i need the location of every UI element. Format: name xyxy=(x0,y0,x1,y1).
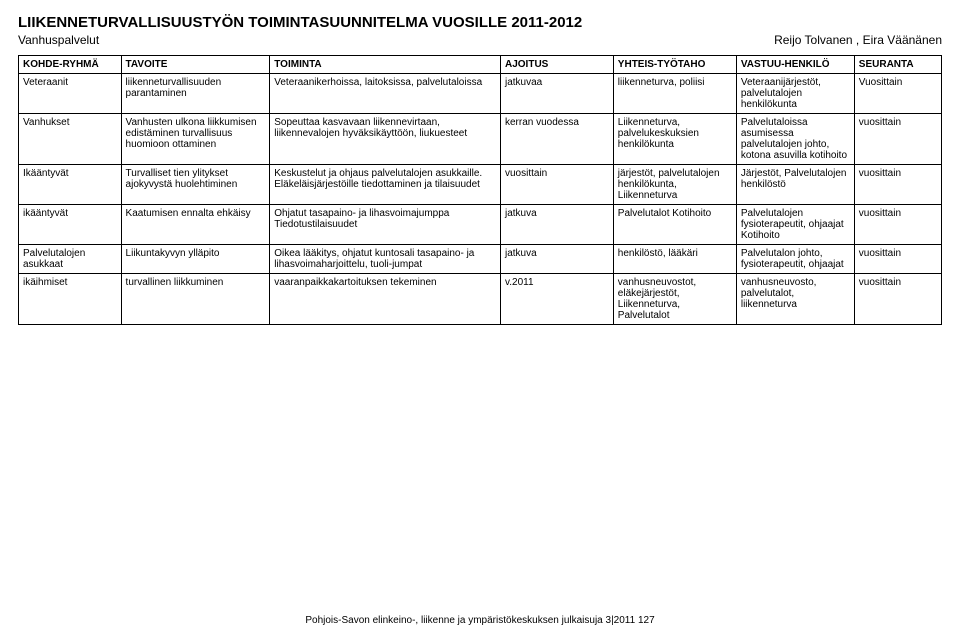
table-cell: Sopeuttaa kasvavaan liikennevirtaan, lii… xyxy=(270,114,501,165)
col-header: AJOITUS xyxy=(501,56,614,74)
table-cell: jatkuva xyxy=(501,245,614,274)
table-header-row: KOHDE-RYHMÄ TAVOITE TOIMINTA AJOITUS YHT… xyxy=(19,56,942,74)
table-cell: Järjestöt, Palvelutalojen henkilöstö xyxy=(736,165,854,205)
table-cell: henkilöstö, lääkäri xyxy=(613,245,736,274)
table-cell: Palvelutalon johto, fysioterapeutit, ohj… xyxy=(736,245,854,274)
table-row: Palvelutalojen asukkaatLiikuntakyvyn yll… xyxy=(19,245,942,274)
table-row: VanhuksetVanhusten ulkona liikkumisen ed… xyxy=(19,114,942,165)
table-row: IkääntyvätTurvalliset tien ylitykset ajo… xyxy=(19,165,942,205)
col-header: YHTEIS-TYÖTAHO xyxy=(613,56,736,74)
subtitle-left: Vanhuspalvelut xyxy=(18,33,99,47)
table-cell: jatkuva xyxy=(501,205,614,245)
table-cell: ikääntyvät xyxy=(19,205,122,245)
table-cell: Liikuntakyvyn ylläpito xyxy=(121,245,270,274)
table-cell: Veteraanikerhoissa, laitoksissa, palvelu… xyxy=(270,74,501,114)
table-cell: vanhusneuvosto, palvelutalot, liikennetu… xyxy=(736,274,854,325)
table-cell: Palvelutalojen fysioterapeutit, ohjaajat… xyxy=(736,205,854,245)
page-title: LIIKENNETURVALLISUUSTYÖN TOIMINTASUUNNIT… xyxy=(18,14,942,31)
table-cell: Ikääntyvät xyxy=(19,165,122,205)
table-row: ikääntyvätKaatumisen ennalta ehkäisyOhja… xyxy=(19,205,942,245)
col-header: TOIMINTA xyxy=(270,56,501,74)
table-cell: liikenneturva, poliisi xyxy=(613,74,736,114)
col-header: TAVOITE xyxy=(121,56,270,74)
table-cell: vuosittain xyxy=(854,205,941,245)
page-footer: Pohjois-Savon elinkeino-, liikenne ja ym… xyxy=(0,615,960,626)
table-cell: Keskustelut ja ohjaus palvelutalojen asu… xyxy=(270,165,501,205)
table-cell: vuosittain xyxy=(854,165,941,205)
table-cell: v.2011 xyxy=(501,274,614,325)
table-cell: Kaatumisen ennalta ehkäisy xyxy=(121,205,270,245)
col-header: SEURANTA xyxy=(854,56,941,74)
table-row: ikäihmisetturvallinen liikkuminenvaaranp… xyxy=(19,274,942,325)
table-cell: turvallinen liikkuminen xyxy=(121,274,270,325)
table-cell: ikäihmiset xyxy=(19,274,122,325)
table-cell: jatkuvaa xyxy=(501,74,614,114)
table-cell: vuosittain xyxy=(854,114,941,165)
table-cell: Turvalliset tien ylitykset ajokyvystä hu… xyxy=(121,165,270,205)
table-cell: Palvelutaloissa asumisessa palvelutaloje… xyxy=(736,114,854,165)
table-cell: Oikea lääkitys, ohjatut kuntosali tasapa… xyxy=(270,245,501,274)
col-header: VASTUU-HENKILÖ xyxy=(736,56,854,74)
table-row: Veteraanitliikenneturvallisuuden paranta… xyxy=(19,74,942,114)
table-cell: vaaranpaikkakartoituksen tekeminen xyxy=(270,274,501,325)
table-cell: vuosittain xyxy=(854,274,941,325)
table-cell: Liikenneturva, palvelukeskuksien henkilö… xyxy=(613,114,736,165)
table-cell: liikenneturvallisuuden parantaminen xyxy=(121,74,270,114)
table-cell: Veteraanijärjestöt, palvelutalojen henki… xyxy=(736,74,854,114)
table-cell: vanhusneuvostot, eläkejärjestöt, Liikenn… xyxy=(613,274,736,325)
table-cell: Veteraanit xyxy=(19,74,122,114)
table-cell: Ohjatut tasapaino- ja lihasvoimajumppa T… xyxy=(270,205,501,245)
table-cell: vuosittain xyxy=(854,245,941,274)
table-cell: Palvelutalot Kotihoito xyxy=(613,205,736,245)
col-header: KOHDE-RYHMÄ xyxy=(19,56,122,74)
table-cell: Palvelutalojen asukkaat xyxy=(19,245,122,274)
table-cell: Vuosittain xyxy=(854,74,941,114)
table-cell: Vanhusten ulkona liikkumisen edistäminen… xyxy=(121,114,270,165)
subtitle-row: Vanhuspalvelut Reijo Tolvanen , Eira Vää… xyxy=(18,33,942,47)
table-cell: Vanhukset xyxy=(19,114,122,165)
table-cell: kerran vuodessa xyxy=(501,114,614,165)
table-cell: järjestöt, palvelutalojen henkilökunta, … xyxy=(613,165,736,205)
table-cell: vuosittain xyxy=(501,165,614,205)
plan-table: KOHDE-RYHMÄ TAVOITE TOIMINTA AJOITUS YHT… xyxy=(18,55,942,325)
subtitle-right: Reijo Tolvanen , Eira Väänänen xyxy=(774,33,942,47)
